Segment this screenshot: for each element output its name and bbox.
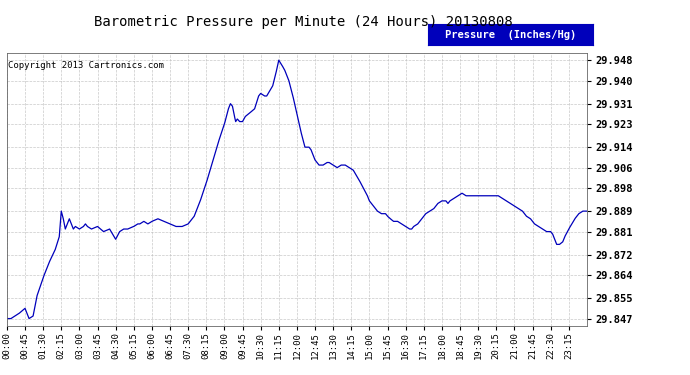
Text: Pressure  (Inches/Hg): Pressure (Inches/Hg) <box>445 30 576 40</box>
Text: Copyright 2013 Cartronics.com: Copyright 2013 Cartronics.com <box>8 61 164 70</box>
Text: Barometric Pressure per Minute (24 Hours) 20130808: Barometric Pressure per Minute (24 Hours… <box>95 15 513 29</box>
